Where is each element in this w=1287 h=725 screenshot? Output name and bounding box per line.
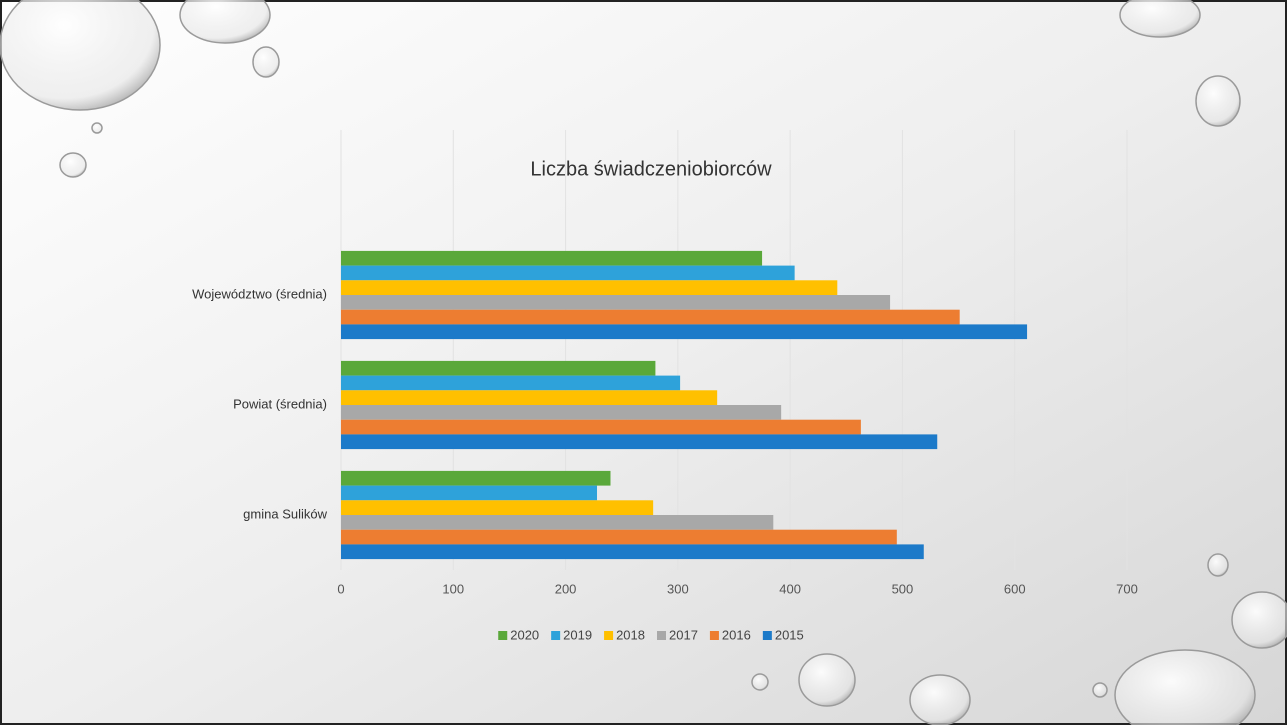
bar [341, 529, 897, 545]
bar [341, 309, 960, 325]
legend-label: 2017 [669, 627, 698, 642]
bar [341, 500, 654, 515]
legend-swatch [709, 631, 719, 640]
bar [341, 360, 656, 376]
legend-label: 2018 [616, 627, 645, 642]
bar [341, 434, 938, 450]
bar [341, 375, 681, 391]
x-tick-label: 300 [667, 581, 689, 596]
y-tick-label: Województwo (średnia) [192, 286, 327, 301]
bar [341, 250, 763, 266]
bar [341, 295, 891, 310]
x-tick-label: 0 [337, 581, 344, 596]
legend-swatch [604, 631, 614, 640]
y-tick-label: Powiat (średnia) [233, 396, 327, 411]
bar [341, 515, 774, 530]
bar [341, 485, 598, 501]
legend-label: 2016 [722, 627, 751, 642]
bar [341, 324, 1028, 340]
legend: 2020 2019 2018 2017 2016 2015 [498, 627, 804, 642]
legend-swatch [657, 631, 666, 640]
x-tick-label: 200 [555, 581, 577, 596]
chart-title: Liczba świadczeniobiorców [530, 158, 772, 180]
x-tick-label: 100 [442, 581, 464, 596]
x-tick-label: 700 [1116, 581, 1138, 596]
legend-label: 2015 [775, 627, 804, 642]
bar [341, 470, 611, 486]
bar [341, 265, 795, 281]
y-tick-label: gmina Sulików [243, 506, 327, 521]
legend-label: 2020 [510, 627, 539, 642]
bar [341, 544, 924, 560]
legend-swatch [762, 631, 772, 640]
x-tick-label: 600 [1004, 581, 1026, 596]
bar [341, 390, 718, 405]
plot-area: 0 100 200 300 400 500 600 700 Województwo (średn… [192, 130, 1138, 642]
legend-label: 2019 [563, 627, 592, 642]
bar [341, 405, 782, 420]
legend-swatch [498, 631, 508, 640]
bar [341, 280, 838, 295]
x-tick-label: 400 [779, 581, 801, 596]
x-tick-label: 500 [892, 581, 914, 596]
bar [341, 419, 861, 435]
legend-swatch [551, 631, 561, 640]
